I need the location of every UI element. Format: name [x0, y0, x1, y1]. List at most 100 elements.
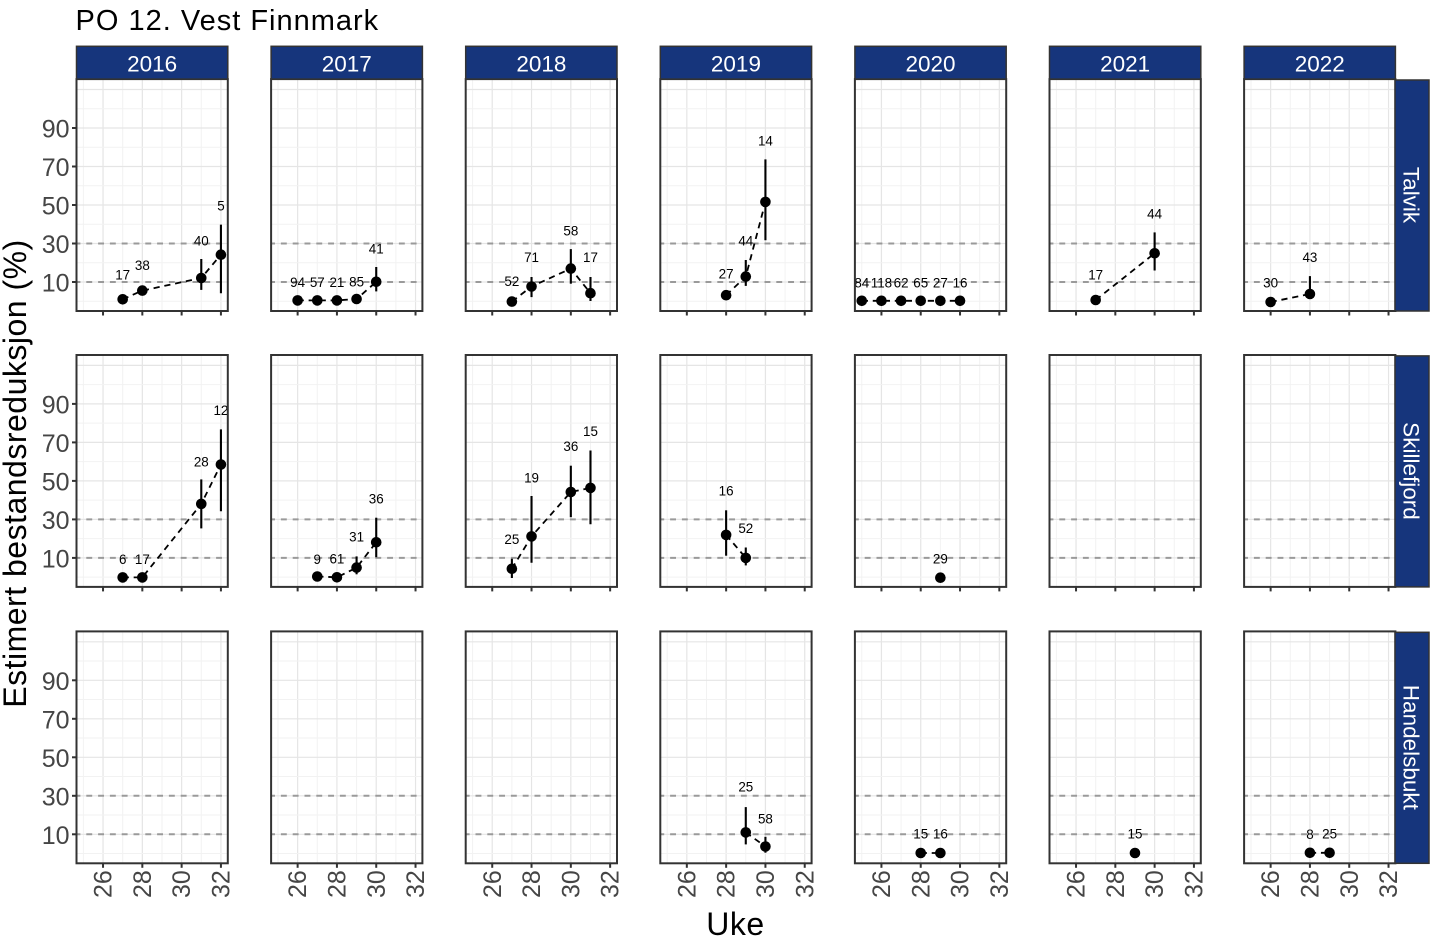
svg-text:71: 71 — [524, 250, 539, 265]
svg-text:32: 32 — [402, 870, 430, 898]
svg-text:57: 57 — [310, 275, 325, 290]
svg-text:28: 28 — [129, 870, 157, 898]
svg-text:25: 25 — [1322, 827, 1337, 842]
svg-text:30: 30 — [947, 870, 975, 898]
svg-text:25: 25 — [738, 780, 753, 795]
svg-text:26: 26 — [1063, 870, 1091, 898]
svg-text:30: 30 — [168, 870, 196, 898]
svg-text:2019: 2019 — [711, 51, 761, 76]
svg-text:70: 70 — [42, 430, 70, 458]
svg-text:30: 30 — [1141, 870, 1169, 898]
svg-text:40: 40 — [194, 233, 209, 248]
svg-text:30: 30 — [557, 870, 585, 898]
svg-text:16: 16 — [953, 275, 968, 290]
svg-text:Skillefjord: Skillefjord — [1399, 422, 1424, 520]
svg-text:50: 50 — [42, 745, 70, 773]
svg-text:26: 26 — [90, 870, 118, 898]
svg-text:15: 15 — [583, 424, 598, 439]
svg-text:Uke: Uke — [706, 906, 764, 940]
svg-text:32: 32 — [986, 870, 1014, 898]
svg-text:Estimert bestandsreduksjon (%): Estimert bestandsreduksjon (%) — [0, 239, 33, 708]
svg-text:12: 12 — [213, 403, 228, 418]
svg-text:65: 65 — [913, 275, 928, 290]
svg-text:70: 70 — [42, 154, 70, 182]
svg-text:62: 62 — [894, 275, 909, 290]
svg-text:30: 30 — [1263, 276, 1278, 291]
svg-text:9: 9 — [314, 552, 321, 567]
svg-text:2020: 2020 — [906, 51, 956, 76]
svg-text:2021: 2021 — [1100, 51, 1150, 76]
svg-text:17: 17 — [135, 552, 150, 567]
svg-text:84: 84 — [854, 275, 869, 290]
svg-text:28: 28 — [907, 870, 935, 898]
svg-text:26: 26 — [673, 870, 701, 898]
svg-text:28: 28 — [518, 870, 546, 898]
svg-text:44: 44 — [1147, 206, 1162, 221]
svg-text:85: 85 — [349, 275, 364, 290]
svg-text:58: 58 — [758, 811, 773, 826]
svg-text:38: 38 — [135, 258, 150, 273]
svg-text:2017: 2017 — [322, 51, 372, 76]
svg-text:30: 30 — [42, 783, 70, 811]
svg-text:6: 6 — [119, 552, 126, 567]
svg-text:70: 70 — [42, 706, 70, 734]
svg-text:36: 36 — [563, 439, 578, 454]
svg-text:15: 15 — [913, 827, 928, 842]
svg-text:26: 26 — [868, 870, 896, 898]
svg-text:8: 8 — [1306, 827, 1313, 842]
svg-text:26: 26 — [479, 870, 507, 898]
svg-text:16: 16 — [933, 827, 948, 842]
svg-text:61: 61 — [329, 551, 344, 566]
svg-text:30: 30 — [42, 507, 70, 535]
svg-text:2016: 2016 — [127, 51, 177, 76]
svg-text:29: 29 — [933, 551, 948, 566]
svg-text:30: 30 — [42, 231, 70, 259]
svg-text:17: 17 — [583, 250, 598, 265]
svg-text:32: 32 — [208, 870, 236, 898]
svg-text:90: 90 — [42, 668, 70, 696]
svg-text:10: 10 — [42, 545, 70, 573]
svg-text:21: 21 — [329, 275, 344, 290]
svg-text:10: 10 — [42, 270, 70, 298]
svg-text:Talvik: Talvik — [1399, 167, 1424, 224]
svg-text:17: 17 — [115, 267, 130, 282]
svg-text:50: 50 — [42, 193, 70, 221]
svg-text:36: 36 — [369, 492, 384, 507]
svg-text:118: 118 — [871, 275, 892, 290]
svg-text:52: 52 — [504, 274, 519, 289]
svg-text:26: 26 — [1257, 870, 1285, 898]
svg-text:32: 32 — [791, 870, 819, 898]
svg-text:32: 32 — [1181, 870, 1209, 898]
svg-text:41: 41 — [369, 241, 384, 256]
svg-text:32: 32 — [1375, 870, 1403, 898]
svg-text:PO 12. Vest Finnmark: PO 12. Vest Finnmark — [76, 5, 380, 37]
svg-text:28: 28 — [324, 870, 352, 898]
svg-text:14: 14 — [758, 133, 773, 148]
svg-text:94: 94 — [290, 275, 305, 290]
svg-text:28: 28 — [1297, 870, 1325, 898]
svg-text:52: 52 — [738, 521, 753, 536]
svg-text:25: 25 — [504, 532, 519, 547]
svg-text:19: 19 — [524, 470, 539, 485]
svg-text:50: 50 — [42, 468, 70, 496]
svg-text:44: 44 — [738, 233, 753, 248]
svg-text:2022: 2022 — [1295, 51, 1345, 76]
svg-text:43: 43 — [1302, 250, 1317, 265]
svg-text:30: 30 — [1336, 870, 1364, 898]
svg-text:27: 27 — [933, 275, 948, 290]
svg-text:28: 28 — [194, 455, 209, 470]
svg-text:90: 90 — [42, 391, 70, 419]
svg-text:32: 32 — [597, 870, 625, 898]
svg-text:16: 16 — [719, 484, 734, 499]
svg-text:58: 58 — [563, 223, 578, 238]
svg-text:17: 17 — [1088, 267, 1103, 282]
svg-text:30: 30 — [752, 870, 780, 898]
svg-text:30: 30 — [363, 870, 391, 898]
svg-text:27: 27 — [719, 267, 734, 282]
svg-text:5: 5 — [217, 199, 224, 214]
svg-text:28: 28 — [1102, 870, 1130, 898]
svg-text:90: 90 — [42, 116, 70, 144]
svg-text:10: 10 — [42, 822, 70, 850]
svg-text:15: 15 — [1128, 827, 1143, 842]
svg-text:28: 28 — [713, 870, 741, 898]
